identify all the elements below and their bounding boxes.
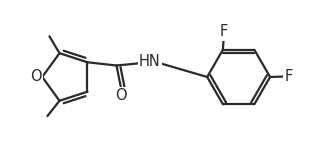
- Text: F: F: [284, 69, 293, 84]
- Text: F: F: [220, 24, 228, 40]
- Text: O: O: [30, 70, 41, 85]
- Text: O: O: [116, 88, 127, 103]
- Text: HN: HN: [139, 54, 160, 69]
